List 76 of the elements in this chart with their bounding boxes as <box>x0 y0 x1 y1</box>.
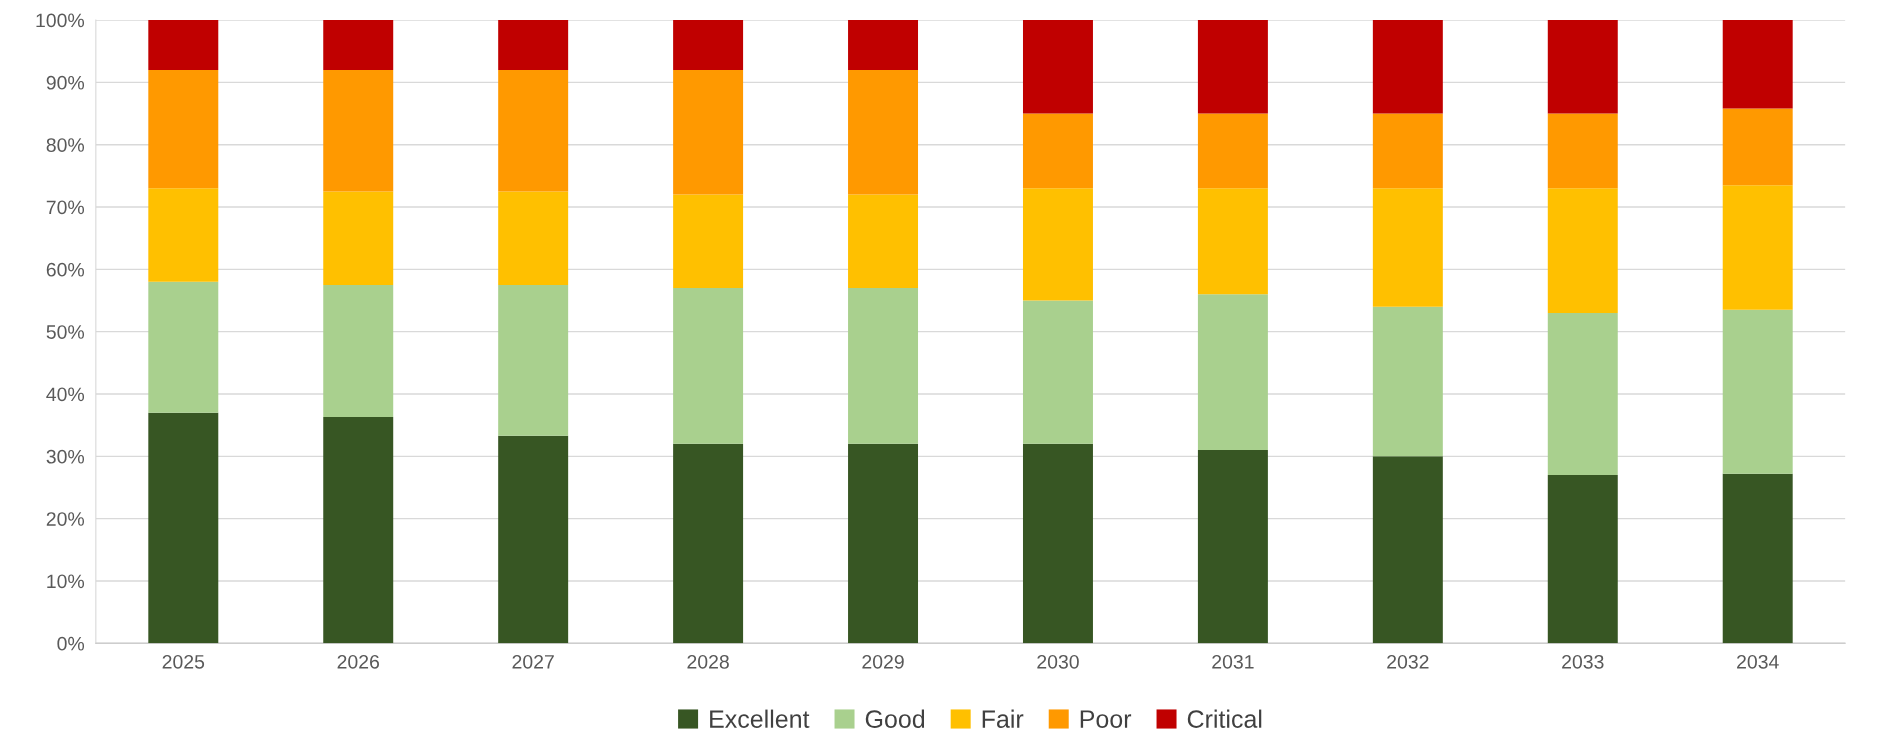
bar <box>1197 20 1268 114</box>
bar <box>1197 188 1268 295</box>
y-tick-label: 50% <box>46 325 85 339</box>
bar <box>323 191 394 285</box>
bar <box>498 284 569 436</box>
bar <box>1197 113 1268 189</box>
x-tick-label: 2029 <box>862 654 904 669</box>
bar <box>148 412 219 644</box>
bar <box>1022 113 1093 189</box>
bar <box>1372 188 1443 307</box>
bar <box>323 284 394 418</box>
y-tick-label: 100% <box>36 13 85 28</box>
x-tick-label: 2026 <box>337 654 380 669</box>
bar <box>148 281 219 413</box>
bar <box>1547 475 1618 644</box>
x-tick-label: 2033 <box>1562 654 1604 669</box>
bar <box>1022 443 1093 644</box>
bar <box>848 443 919 644</box>
legend-label: Excellent <box>710 709 810 728</box>
bar <box>1722 185 1793 310</box>
bar <box>848 288 919 444</box>
x-tick-label: 2028 <box>687 654 729 669</box>
bar <box>673 194 744 289</box>
y-tick-label: 90% <box>46 75 85 90</box>
bar <box>848 194 919 289</box>
bar <box>1022 20 1093 114</box>
legend-label: Good <box>865 709 925 728</box>
y-tick-label: 0% <box>57 636 85 651</box>
bar <box>1022 300 1093 444</box>
bar <box>498 435 569 644</box>
bar <box>1722 20 1793 109</box>
y-tick-label: 70% <box>46 200 85 215</box>
bar <box>673 288 744 444</box>
bar <box>323 20 394 70</box>
bar <box>498 69 569 192</box>
x-tick-label: 2025 <box>162 654 205 669</box>
bar <box>673 20 744 70</box>
bar <box>323 69 394 192</box>
x-tick-label: 2030 <box>1037 654 1079 669</box>
legend-label: Poor <box>1080 710 1132 728</box>
bar <box>1547 188 1618 313</box>
bar <box>848 69 919 195</box>
legend-label: Fair <box>982 709 1024 728</box>
y-tick-label: 30% <box>46 449 85 464</box>
bar <box>1722 473 1793 644</box>
bar <box>1547 312 1618 476</box>
bar <box>1197 450 1268 644</box>
legend-label: Critical <box>1187 709 1262 728</box>
bar <box>1372 456 1443 644</box>
x-tick-label: 2032 <box>1387 654 1429 669</box>
bar <box>1547 20 1618 114</box>
bar <box>148 20 219 70</box>
bar <box>1197 294 1268 451</box>
y-tick-label: 80% <box>46 138 85 152</box>
bar <box>148 188 219 282</box>
bar <box>673 443 744 644</box>
bar <box>498 191 569 285</box>
bar <box>1547 113 1618 189</box>
y-tick-label: 40% <box>46 387 85 402</box>
x-tick-label: 2034 <box>1737 654 1779 669</box>
bar <box>673 69 744 195</box>
bar <box>148 69 219 189</box>
y-tick-label: 60% <box>46 262 85 277</box>
bar <box>498 20 569 70</box>
x-tick-label: 2031 <box>1212 654 1254 669</box>
bar <box>1022 188 1093 301</box>
y-tick-label: 20% <box>46 512 85 526</box>
bar <box>1372 113 1443 189</box>
x-tick-label: 2027 <box>512 654 554 669</box>
bar <box>323 417 394 644</box>
bar <box>1372 20 1443 114</box>
bar <box>1722 108 1793 186</box>
y-tick-label: 10% <box>47 574 85 589</box>
bar <box>1722 309 1793 474</box>
bar <box>848 20 919 70</box>
bar <box>1372 306 1443 457</box>
